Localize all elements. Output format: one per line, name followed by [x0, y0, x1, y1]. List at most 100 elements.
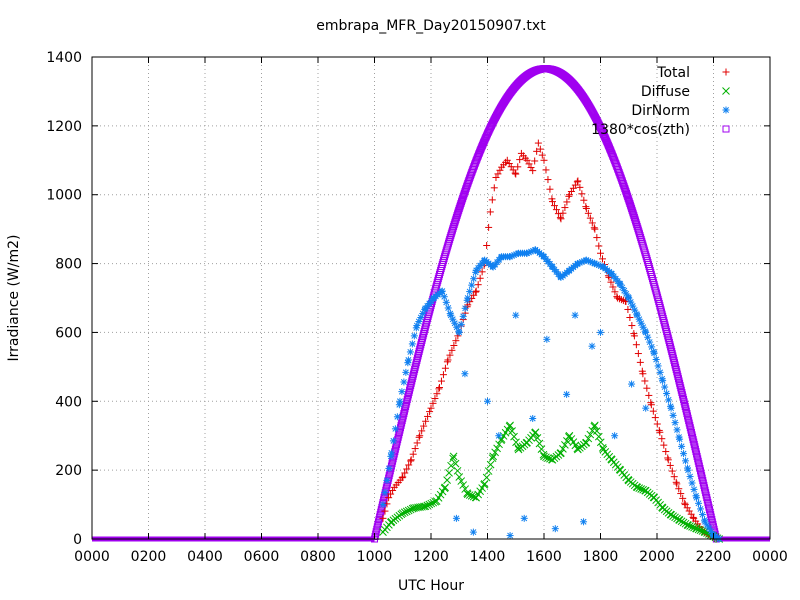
total-point [486, 208, 494, 216]
cos-zth-point [674, 375, 682, 383]
diffuse-point [488, 454, 497, 463]
cos-zth-point [397, 421, 405, 429]
total-point [670, 473, 678, 481]
total-point [485, 223, 493, 231]
cos-zth-point [374, 520, 382, 528]
cos-zth-point [389, 455, 397, 463]
cos-zth-point [407, 382, 415, 390]
cos-zth-point [672, 363, 680, 371]
total-point [645, 391, 653, 399]
total-point [523, 156, 531, 164]
cos-zth-point [699, 479, 707, 487]
cos-zth-point [375, 515, 383, 523]
total-point [630, 332, 638, 340]
dirnorm-outlier-point [469, 528, 477, 536]
diffuse-point [596, 438, 605, 447]
cos-zth-point [386, 467, 394, 475]
cos-zth-point [686, 424, 694, 432]
y-tick-label: 200 [55, 463, 82, 479]
dirnorm-outlier-point [461, 370, 469, 378]
total-point [544, 176, 552, 184]
dirnorm-point [468, 281, 476, 289]
dirnorm-point [438, 287, 446, 295]
cos-zth-point [679, 393, 687, 401]
diffuse-point [510, 432, 518, 441]
cos-zth-point [452, 215, 460, 223]
diffuse-point [445, 469, 453, 477]
cos-zth-point [628, 206, 636, 214]
cos-zth-point [685, 419, 693, 427]
total-point [527, 164, 535, 172]
diffuse-point [449, 454, 457, 463]
total-point [647, 401, 655, 409]
dirnorm-point [408, 340, 416, 348]
dirnorm-point [686, 473, 694, 481]
total-point [660, 441, 668, 449]
series-cos-zth [371, 65, 720, 543]
diffuse-point [453, 466, 462, 475]
total-point [403, 465, 411, 473]
cos-zth-point [380, 496, 388, 504]
diffuse-point [514, 444, 522, 452]
dirnorm-point [442, 298, 450, 306]
cos-zth-point [690, 438, 698, 446]
y-tick-label: 800 [55, 257, 82, 273]
cos-zth-point [393, 440, 401, 448]
total-point [411, 445, 419, 453]
dirnorm-point [402, 368, 410, 376]
cos-zth-point [691, 445, 699, 453]
cos-zth-point [699, 477, 707, 485]
cos-zth-point [419, 332, 427, 340]
cos-zth-point [688, 431, 696, 439]
cos-zth-point [678, 389, 686, 397]
cos-zth-point [674, 372, 682, 380]
dirnorm-point [440, 293, 448, 301]
dirnorm-outlier-point [520, 514, 528, 522]
dirnorm-outlier-point [611, 432, 619, 440]
dirnorm-outlier-point [551, 525, 559, 533]
dirnorm-point [684, 466, 692, 474]
cos-zth-point [451, 219, 459, 227]
total-point [424, 412, 432, 420]
cos-zth-point [704, 498, 712, 506]
cos-zth-point [377, 508, 385, 516]
total-point [634, 350, 642, 358]
x-axis-label: UTC Hour [398, 578, 464, 594]
cos-zth-point [395, 428, 403, 436]
total-point [427, 404, 435, 412]
diffuse-point [692, 524, 701, 533]
total-point [548, 198, 556, 206]
total-point [546, 185, 554, 193]
legend-marker [722, 68, 730, 76]
total-point [398, 474, 406, 482]
diffuse-point [418, 502, 426, 511]
total-point [450, 342, 458, 350]
total-point [531, 157, 539, 165]
total-point [675, 485, 683, 493]
diffuse-point [586, 430, 595, 439]
dirnorm-outlier-point [580, 518, 588, 526]
cos-zth-point [396, 424, 404, 432]
total-point [472, 287, 480, 295]
total-point [446, 351, 454, 359]
total-point [385, 494, 393, 502]
cos-zth-point [410, 368, 418, 376]
cos-zth-point [403, 398, 411, 406]
diffuse-point [441, 483, 449, 492]
dirnorm-point [659, 377, 667, 385]
dirnorm-point [654, 362, 662, 370]
diffuse-point [637, 485, 646, 493]
legend-label: DirNorm [631, 103, 690, 119]
cos-zth-point [400, 410, 408, 418]
total-point [448, 346, 456, 354]
diffuse-point [495, 440, 503, 449]
dirnorm-point [695, 499, 703, 507]
cos-zth-point [629, 210, 637, 218]
cos-zth-point [413, 356, 421, 364]
cos-zth-point [660, 319, 668, 327]
diffuse-point [482, 473, 491, 482]
diffuse-point [561, 441, 569, 449]
diffuse-point [688, 522, 696, 531]
total-point [383, 500, 391, 508]
